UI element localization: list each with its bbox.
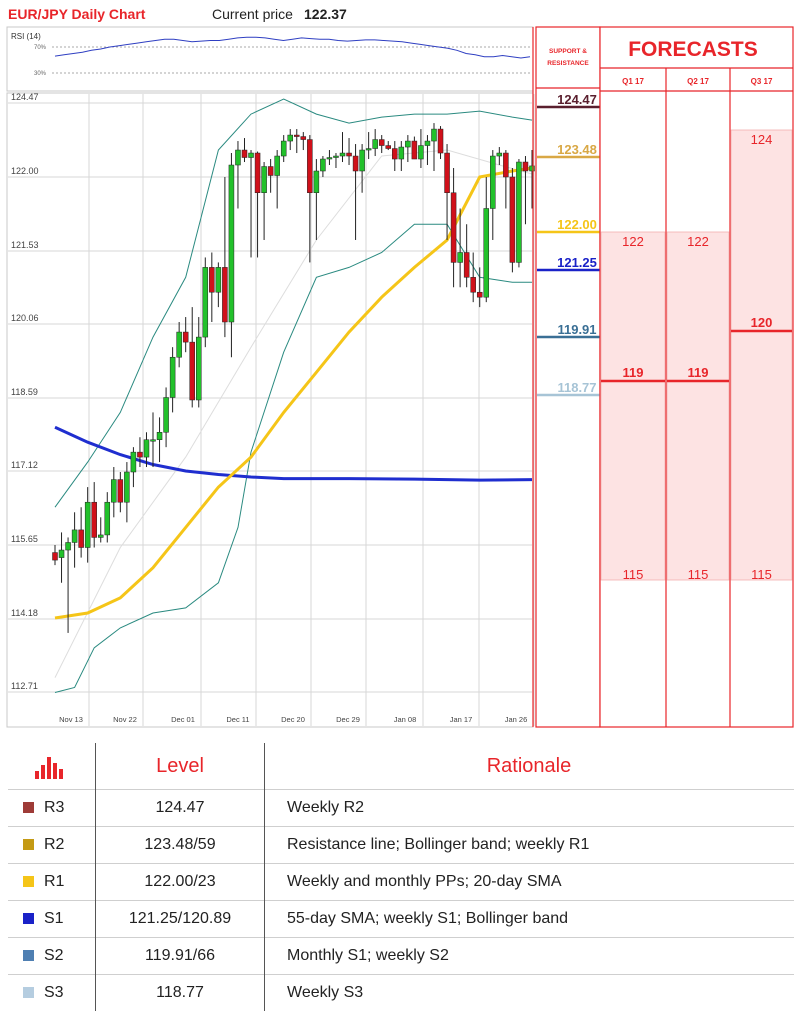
x-tick-label: Nov 22 bbox=[113, 715, 137, 724]
chart-area: EUR/JPY Daily Chart Current price 122.37… bbox=[0, 0, 799, 740]
level-value: 124.47 bbox=[96, 790, 265, 827]
level-name-cell: S3 bbox=[8, 975, 96, 1011]
y-tick-label: 115.65 bbox=[11, 534, 38, 544]
price-panel bbox=[7, 93, 533, 727]
sr-level-label: 124.47 bbox=[557, 92, 597, 107]
level-header: Level bbox=[96, 743, 265, 790]
forecast-column: Q3 17 124 120 115 bbox=[731, 77, 792, 582]
sr-level-label: 121.25 bbox=[557, 255, 597, 270]
forecasts-title: FORECASTS bbox=[628, 38, 758, 61]
level-name: S2 bbox=[44, 947, 64, 965]
level-value: 122.00/23 bbox=[96, 864, 265, 901]
forecast-low: 115 bbox=[688, 567, 709, 582]
x-tick-label: Nov 13 bbox=[59, 715, 83, 724]
forecast-low: 115 bbox=[751, 567, 772, 582]
rsi-label: RSI (14) bbox=[11, 32, 41, 41]
x-tick-label: Jan 26 bbox=[505, 715, 528, 724]
y-tick-label: 112.71 bbox=[11, 681, 38, 691]
level-name-cell: S2 bbox=[8, 938, 96, 975]
forecast-high: 122 bbox=[687, 234, 709, 249]
level-color-swatch bbox=[23, 987, 34, 998]
forecast-mid: 119 bbox=[623, 365, 644, 380]
level-name-cell: R1 bbox=[8, 864, 96, 901]
bars-icon-cell bbox=[8, 743, 96, 790]
x-tick-label: Jan 17 bbox=[450, 715, 473, 724]
level-rationale: Weekly and monthly PPs; 20-day SMA bbox=[265, 864, 795, 901]
sr-level-label: 123.48 bbox=[557, 142, 597, 157]
level-rationale: 55-day SMA; weekly S1; Bollinger band bbox=[265, 901, 795, 938]
rsi-panel bbox=[7, 27, 533, 91]
forecast-low: 115 bbox=[623, 567, 644, 582]
level-value: 118.77 bbox=[96, 975, 265, 1011]
level-name-cell: R3 bbox=[8, 790, 96, 827]
y-tick-label: 121.53 bbox=[11, 240, 39, 250]
level-color-swatch bbox=[23, 876, 34, 887]
forecast-quarter-label: Q3 17 bbox=[751, 77, 773, 86]
level-value: 121.25/120.89 bbox=[96, 901, 265, 938]
forecast-quarter-label: Q1 17 bbox=[622, 77, 644, 86]
current-price-label: Current price bbox=[212, 6, 293, 22]
y-tick-label: 117.12 bbox=[11, 460, 38, 470]
bar-chart-icon bbox=[35, 753, 65, 779]
level-name: R1 bbox=[44, 873, 64, 891]
forecast-high: 124 bbox=[751, 132, 773, 147]
rationale-header: Rationale bbox=[265, 743, 795, 790]
x-tick-label: Dec 11 bbox=[226, 715, 249, 724]
candle bbox=[203, 257, 208, 347]
level-name-cell: S1 bbox=[8, 901, 96, 938]
forecast-quarter-label: Q2 17 bbox=[687, 77, 709, 86]
level-rationale: Monthly S1; weekly S2 bbox=[265, 938, 795, 975]
level-color-swatch bbox=[23, 802, 34, 813]
level-value: 119.91/66 bbox=[96, 938, 265, 975]
forecast-high: 122 bbox=[622, 234, 644, 249]
level-name: S1 bbox=[44, 910, 64, 928]
level-rationale: Weekly S3 bbox=[265, 975, 795, 1011]
level-name: S3 bbox=[44, 984, 64, 1002]
y-tick-label: 118.59 bbox=[11, 387, 38, 397]
y-tick-label: 120.06 bbox=[11, 313, 39, 323]
level-name: R3 bbox=[44, 799, 64, 817]
chart-title: EUR/JPY Daily Chart bbox=[8, 6, 146, 22]
x-tick-label: Dec 20 bbox=[281, 715, 305, 724]
level-name-cell: R2 bbox=[8, 827, 96, 864]
candle bbox=[510, 168, 515, 272]
level-color-swatch bbox=[23, 950, 34, 961]
y-tick-label: 122.00 bbox=[11, 166, 39, 176]
level-color-swatch bbox=[23, 839, 34, 850]
sr-title-line2: RESISTANCE bbox=[547, 60, 589, 67]
y-tick-label: 114.18 bbox=[11, 608, 38, 618]
levels-table-header: Level Rationale bbox=[8, 743, 794, 790]
candle bbox=[516, 159, 521, 267]
x-tick-label: Jan 08 bbox=[394, 715, 417, 724]
sr-level-label: 119.91 bbox=[557, 322, 596, 337]
level-color-swatch bbox=[23, 913, 34, 924]
rsi-level-70: 70% bbox=[34, 45, 47, 51]
level-rationale: Weekly R2 bbox=[265, 790, 795, 827]
forecast-mid: 119 bbox=[688, 365, 709, 380]
rsi-level-30: 30% bbox=[34, 71, 47, 77]
level-name: R2 bbox=[44, 836, 64, 854]
sr-panel bbox=[536, 27, 600, 727]
y-tick-label: 124.47 bbox=[11, 92, 39, 102]
sr-level-label: 122.00 bbox=[557, 217, 597, 232]
x-tick-label: Dec 29 bbox=[336, 715, 360, 724]
forecast-mid: 120 bbox=[751, 315, 773, 330]
level-rationale: Resistance line; Bollinger band; weekly … bbox=[265, 827, 795, 864]
x-tick-label: Dec 01 bbox=[171, 715, 195, 724]
current-price-value: 122.37 bbox=[304, 6, 347, 22]
sr-level-label: 118.77 bbox=[557, 380, 596, 395]
level-value: 123.48/59 bbox=[96, 827, 265, 864]
sr-title-line1: SUPPORT & bbox=[549, 48, 587, 55]
